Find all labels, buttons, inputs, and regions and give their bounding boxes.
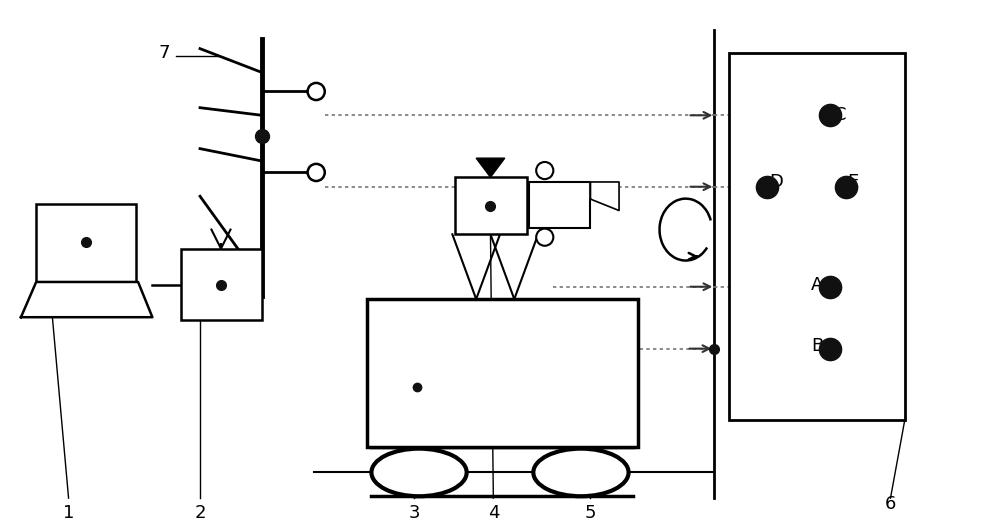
Ellipse shape <box>371 449 467 496</box>
Bar <box>529 182 590 228</box>
Text: B: B <box>811 337 823 355</box>
Polygon shape <box>590 182 619 210</box>
Text: 1: 1 <box>63 504 74 522</box>
Bar <box>367 299 638 447</box>
Text: 7: 7 <box>158 44 170 63</box>
Circle shape <box>536 229 553 246</box>
Bar <box>181 249 262 320</box>
Bar <box>729 54 905 420</box>
Ellipse shape <box>533 449 629 496</box>
Circle shape <box>536 162 553 179</box>
Circle shape <box>308 83 325 100</box>
Circle shape <box>308 164 325 181</box>
Bar <box>455 177 527 235</box>
Text: 4: 4 <box>488 504 499 522</box>
Text: D: D <box>769 173 783 191</box>
Text: C: C <box>834 106 846 124</box>
Text: 3: 3 <box>409 504 420 522</box>
Polygon shape <box>476 158 505 177</box>
Text: A: A <box>811 276 823 294</box>
Polygon shape <box>21 282 152 317</box>
Text: 6: 6 <box>885 495 896 513</box>
Text: 5: 5 <box>585 504 596 522</box>
Text: E: E <box>847 173 858 191</box>
Text: 2: 2 <box>194 504 206 522</box>
Bar <box>36 204 136 282</box>
